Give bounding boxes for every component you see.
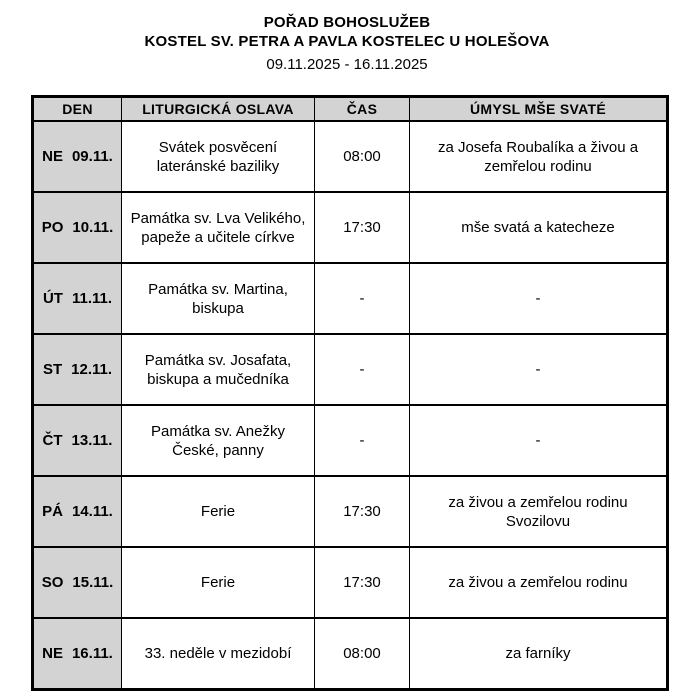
day-cell: PO 10.11. [32, 191, 122, 263]
day-date: 13.11. [71, 432, 113, 449]
intention-cell: za živou a zemřelou rodinu [409, 546, 668, 618]
time-cell: 17:30 [314, 546, 410, 618]
church-name: KOSTEL SV. PETRA A PAVLA KOSTELEC U HOLE… [144, 33, 550, 50]
schedule-table: DEN LITURGICKÁ OSLAVA ČAS ÚMYSL MŠE SVAT… [31, 95, 669, 691]
schedule-row: ČT 13.11. Památka sv. Anežky České, panny -… [32, 404, 668, 476]
day-date: 16.11. [71, 645, 113, 662]
intention-cell: za farníky [409, 617, 668, 690]
column-header-celebration: LITURGICKÁ OSLAVA [121, 96, 315, 122]
schedule-header-row: DEN LITURGICKÁ OSLAVA ČAS ÚMYSL MŠE SVAT… [32, 96, 668, 122]
column-header-intention: ÚMYSL MŠE SVATÉ [409, 96, 668, 122]
intention-cell: za Josefa Roubalíka a živou a zemřelou r… [409, 120, 668, 192]
day-date: 12.11. [71, 361, 113, 378]
day-date: 14.11. [71, 503, 113, 520]
day-cell: ST 12.11. [32, 333, 122, 405]
schedule-row: SO 15.11. Ferie 17:30 za živou a zemřelou ro… [32, 546, 668, 618]
schedule-row: ÚT 11.11. Památka sv. Martina, biskupa - - [32, 262, 668, 334]
day-abbreviation: ÚT [42, 290, 63, 307]
column-header-time: ČAS [314, 96, 410, 122]
time-cell: - [314, 333, 410, 405]
column-header-day: DEN [32, 96, 122, 122]
celebration-cell: Svátek posvěcení lateránské baziliky [121, 120, 315, 192]
day-cell: ČT 13.11. [32, 404, 122, 476]
celebration-cell: 33. neděle v mezidobí [121, 617, 315, 690]
day-date: 15.11. [72, 574, 114, 591]
celebration-cell: Památka sv. Josafata, biskupa a mučedník… [121, 333, 315, 405]
day-abbreviation: ČT [42, 432, 63, 449]
document-title: POŘAD BOHOSLUŽEB [263, 14, 431, 31]
time-cell: - [314, 262, 410, 334]
day-cell: PÁ 14.11. [32, 475, 122, 547]
time-cell: - [314, 404, 410, 476]
time-cell: 17:30 [314, 475, 410, 547]
day-abbreviation: NE [42, 645, 63, 662]
day-cell: NE 16.11. [32, 617, 122, 690]
time-cell: 17:30 [314, 191, 410, 263]
schedule-row: NE 09.11. Svátek posvěcení lateránské bazi… [32, 120, 668, 192]
celebration-cell: Ferie [121, 475, 315, 547]
schedule-body: NE 09.11. Svátek posvěcení lateránské bazi… [32, 120, 668, 690]
day-abbreviation: PÁ [42, 503, 63, 520]
day-abbreviation: NE [42, 148, 63, 165]
day-date: 09.11. [71, 148, 113, 165]
day-cell: NE 09.11. [32, 120, 122, 192]
day-abbreviation: PO [41, 219, 64, 236]
schedule-header: DEN LITURGICKÁ OSLAVA ČAS ÚMYSL MŠE SVAT… [32, 96, 668, 122]
intention-cell: - [409, 404, 668, 476]
intention-cell: - [409, 262, 668, 334]
day-date: 10.11. [72, 219, 114, 236]
intention-cell: za živou a zemřelou rodinu Svozilovu [409, 475, 668, 547]
title-block: POŘAD BOHOSLUŽEB KOSTEL SV. PETRA A PAVL… [0, 0, 694, 74]
time-cell: 08:00 [314, 617, 410, 690]
schedule-row: PO 10.11. Památka sv. Lva Velikého, papeže… [32, 191, 668, 263]
day-abbreviation: ST [42, 361, 63, 378]
schedule-row: ST 12.11. Památka sv. Josafata, biskupa a … [32, 333, 668, 405]
day-date: 11.11. [71, 290, 113, 307]
time-cell: 08:00 [314, 120, 410, 192]
intention-cell: - [409, 333, 668, 405]
day-cell: ÚT 11.11. [32, 262, 122, 334]
day-abbreviation: SO [41, 574, 64, 591]
celebration-cell: Ferie [121, 546, 315, 618]
intention-cell: mše svatá a katecheze [409, 191, 668, 263]
schedule-row: NE 16.11. 33. neděle v mezidobí 08:00 za far… [32, 617, 668, 690]
date-range: 09.11.2025 - 16.11.2025 [266, 56, 428, 73]
schedule-row: PÁ 14.11. Ferie 17:30 za živou a zemřelou ro… [32, 475, 668, 547]
day-cell: SO 15.11. [32, 546, 122, 618]
celebration-cell: Památka sv. Martina, biskupa [121, 262, 315, 334]
celebration-cell: Památka sv. Anežky České, panny [121, 404, 315, 476]
celebration-cell: Památka sv. Lva Velikého, papeže a učite… [121, 191, 315, 263]
